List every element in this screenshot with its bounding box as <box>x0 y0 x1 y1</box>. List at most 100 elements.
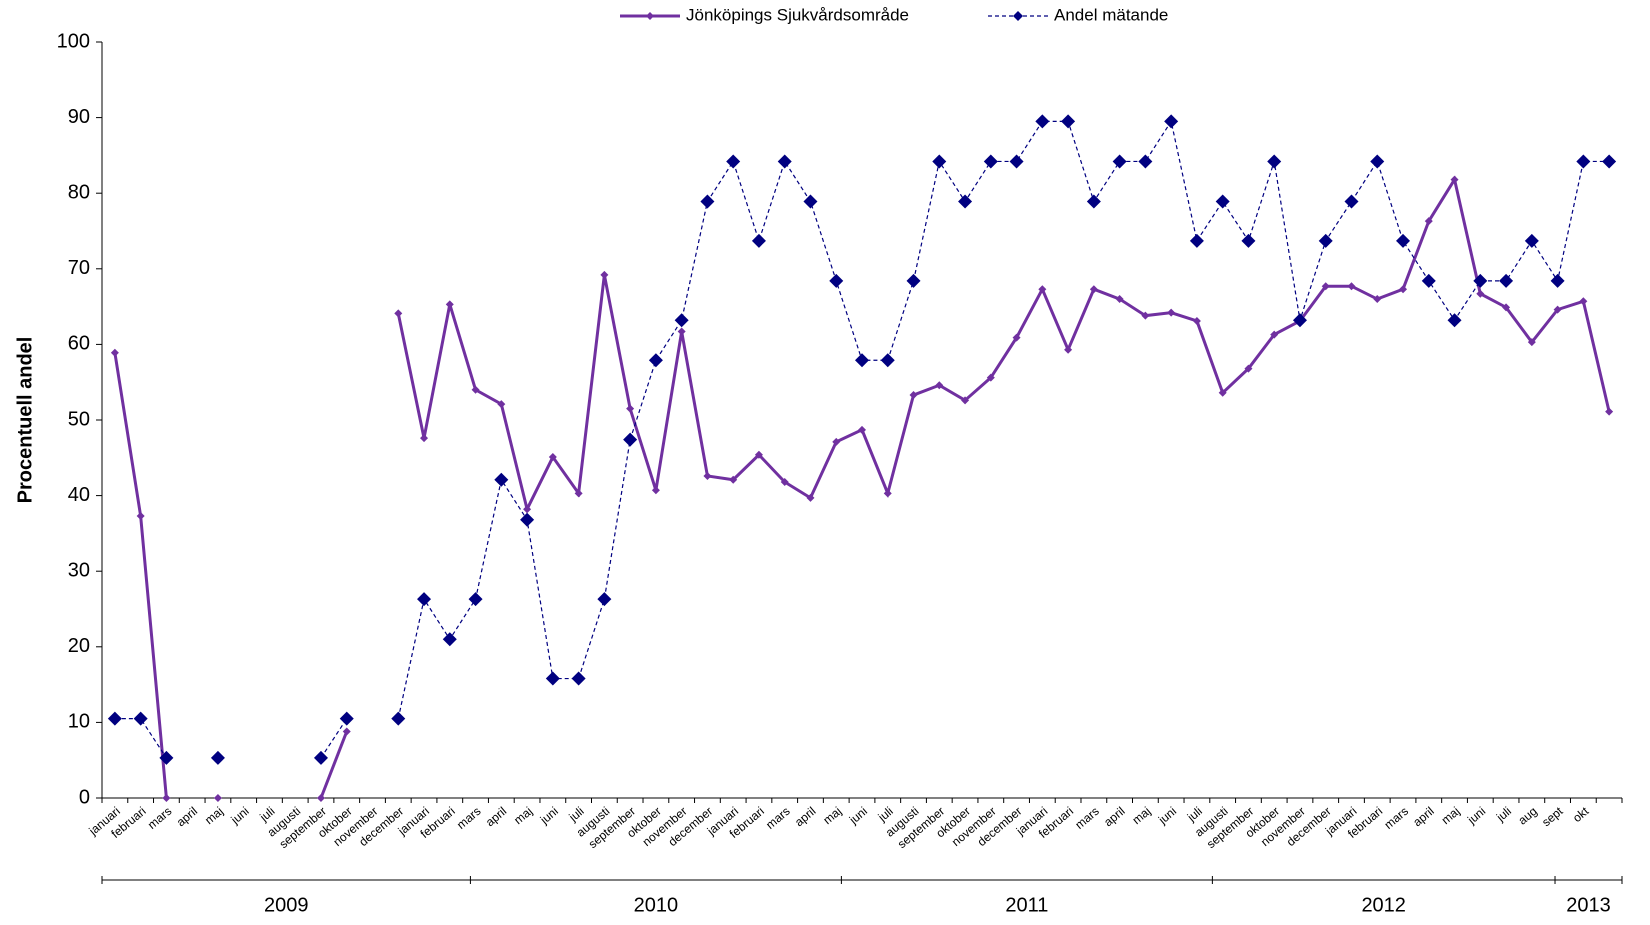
data-point <box>1499 273 1514 288</box>
data-point <box>1373 295 1382 304</box>
data-point <box>1344 194 1359 209</box>
data-point <box>520 512 535 527</box>
data-point <box>700 194 715 209</box>
x-tick-label: juni <box>537 804 561 827</box>
series-line <box>397 119 1610 719</box>
data-point <box>1192 316 1201 325</box>
data-point <box>1396 233 1411 248</box>
data-point <box>497 400 506 409</box>
y-tick-label: 10 <box>68 711 90 733</box>
data-point <box>1450 175 1459 184</box>
y-tick-label: 80 <box>68 181 90 203</box>
x-tick-label: mars <box>145 804 174 832</box>
data-point <box>1164 114 1179 129</box>
data-point <box>600 270 609 279</box>
data-point <box>571 671 586 686</box>
x-tick-label: mars <box>454 804 483 832</box>
series-line <box>114 718 167 759</box>
data-point <box>1605 407 1614 416</box>
data-point <box>597 592 612 607</box>
x-tick-label: sept <box>1539 804 1566 830</box>
data-point <box>623 432 638 447</box>
data-point <box>1112 154 1127 169</box>
x-tick-label: april <box>1410 804 1436 829</box>
data-point <box>1038 285 1047 294</box>
y-tick-label: 60 <box>68 333 90 355</box>
data-point <box>855 353 869 368</box>
y-axis-title: Procentuell andel <box>14 337 36 504</box>
data-point <box>1189 233 1204 248</box>
y-tick-label: 50 <box>68 408 90 430</box>
data-point <box>162 794 171 802</box>
year-label: 2012 <box>1361 894 1406 916</box>
data-point <box>159 750 174 765</box>
data-point <box>703 471 712 480</box>
data-point <box>1270 330 1279 339</box>
data-point <box>986 373 995 382</box>
data-point <box>1576 154 1591 169</box>
data-point <box>1399 285 1408 294</box>
data-point <box>880 353 895 368</box>
data-point <box>751 233 766 248</box>
data-point <box>420 434 429 443</box>
data-point <box>1064 345 1073 354</box>
data-point <box>729 475 738 484</box>
data-point <box>1241 233 1256 248</box>
legend-label: Jönköpings Sjukvårdsområde <box>686 5 909 24</box>
x-tick-label: maj <box>1130 804 1154 827</box>
data-point <box>471 385 480 394</box>
y-tick-label: 20 <box>68 635 90 657</box>
y-tick-label: 30 <box>68 559 90 581</box>
data-point <box>803 194 818 209</box>
y-tick-label: 70 <box>68 257 90 279</box>
data-point <box>674 313 689 328</box>
data-point <box>417 592 432 607</box>
data-point <box>1579 297 1588 306</box>
x-tick-label: juni <box>228 804 252 827</box>
data-point <box>626 404 635 413</box>
data-point <box>1086 194 1101 209</box>
data-point <box>548 453 557 462</box>
x-tick-label: maj <box>511 804 535 827</box>
data-point <box>342 727 351 736</box>
data-point <box>213 794 222 802</box>
data-point <box>1318 233 1333 248</box>
data-point <box>726 154 741 169</box>
data-point <box>1141 311 1150 320</box>
data-point <box>1476 289 1485 298</box>
y-tick-label: 100 <box>57 30 90 52</box>
data-point <box>394 309 403 318</box>
data-point <box>958 194 973 209</box>
data-point <box>906 273 921 288</box>
data-point <box>1347 282 1356 291</box>
legend-label: Andel mätande <box>1054 5 1168 24</box>
data-point <box>1244 364 1253 373</box>
series-line <box>396 175 1611 514</box>
data-point <box>339 711 354 726</box>
data-point <box>932 154 947 169</box>
data-point <box>1524 233 1539 248</box>
data-point <box>1421 273 1436 288</box>
data-point <box>1089 285 1098 294</box>
data-point <box>1527 338 1536 347</box>
data-point <box>1292 313 1307 328</box>
data-point <box>1061 114 1076 129</box>
x-tick-label: mars <box>1382 804 1411 832</box>
data-point <box>1215 194 1230 209</box>
data-point <box>806 493 815 502</box>
data-point <box>1035 114 1050 129</box>
data-point <box>1602 154 1617 169</box>
data-point <box>1012 333 1021 342</box>
data-point <box>754 450 763 459</box>
data-point <box>1502 303 1511 312</box>
year-label: 2010 <box>634 894 679 916</box>
data-point <box>648 353 663 368</box>
data-point <box>883 489 892 498</box>
data-point <box>1550 273 1565 288</box>
data-point <box>110 348 119 357</box>
x-tick-label: juni <box>1464 804 1488 827</box>
data-point <box>961 396 970 405</box>
data-point <box>133 711 148 726</box>
data-point <box>316 794 325 802</box>
data-point <box>1115 295 1124 304</box>
